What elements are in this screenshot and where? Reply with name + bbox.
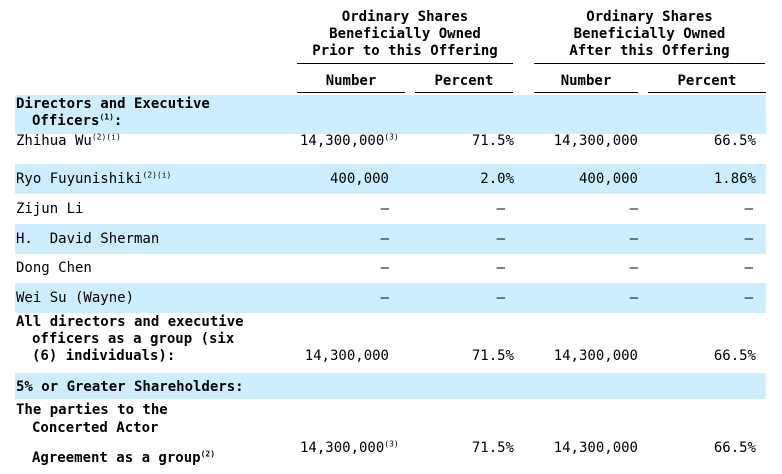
header-before-rule	[297, 63, 513, 64]
group-number-before: 14,300,000	[304, 348, 389, 364]
row-percent-before: 2.0%	[480, 171, 514, 187]
row-percent-after: —	[744, 290, 753, 306]
concert-row-line1: The parties to the	[16, 402, 168, 418]
concert-number-after: 14,300,000	[553, 440, 638, 456]
table-row: Zijun Li — — — —	[0, 201, 782, 221]
header-before-line1: Ordinary Shares	[341, 9, 469, 25]
row-percent-after: —	[744, 260, 753, 276]
concert-row-line3: Agreement as a group	[32, 450, 201, 466]
row-number-after: —	[629, 201, 638, 217]
row-number-before: —	[380, 290, 389, 306]
header-after-line1: Ordinary Shares	[586, 9, 713, 25]
concert-row-label: The parties to the Concerted Actor Agree…	[16, 401, 215, 467]
row-name-note: (2)(i)	[142, 170, 172, 180]
concert-row-values: 14,300,000(3) 71.5% 14,300,000 66.5%	[0, 440, 782, 460]
section-directors-line1: Directors and Executive	[16, 96, 210, 112]
row-name: Zijun Li	[16, 201, 84, 217]
row-name: Dong Chen	[16, 260, 92, 276]
header-before-line2: Beneficially Owned	[329, 26, 481, 42]
table-row: Dong Chen — — — —	[0, 260, 782, 280]
row-percent-before: —	[496, 231, 505, 247]
header-after-line2: Beneficially Owned	[573, 26, 726, 42]
header-after: Ordinary Shares Beneficially Owned After…	[534, 9, 765, 60]
section-directors-line2: Officers	[32, 113, 100, 129]
group-row-line2: officers as a group (six	[32, 331, 235, 347]
row-number-after: 400,000	[578, 171, 638, 187]
header-after-line3: After this Offering	[569, 43, 730, 59]
group-row-line1: All directors and executive	[16, 314, 244, 330]
header-before: Ordinary Shares Beneficially Owned Prior…	[297, 9, 513, 60]
row-name: H. David Sherman	[16, 231, 160, 247]
group-percent-after: 66.5%	[713, 348, 756, 364]
row-percent-after: 66.5%	[713, 133, 756, 149]
row-percent-before: —	[496, 201, 505, 217]
row-name: Zhihua Wu(2)(i)	[16, 132, 121, 149]
col-number-after: Number	[560, 73, 612, 89]
col-percent-after: Percent	[677, 73, 737, 89]
row-number-before: 400,000	[329, 171, 389, 187]
band-row-ryo	[15, 164, 766, 194]
row-percent-before: —	[496, 260, 505, 276]
row-number-after: —	[629, 260, 638, 276]
row-number-before: —	[380, 260, 389, 276]
concert-row-line2: Concerted Actor	[32, 420, 159, 436]
section-holders: 5% or Greater Shareholders:	[16, 379, 244, 395]
row-number-after: —	[629, 231, 638, 247]
section-directors-note: (1)	[99, 112, 114, 122]
concert-percent-before: 71.5%	[471, 440, 514, 456]
row-name-note: (2)(i)	[91, 132, 121, 142]
table-row: Zhihua Wu(2)(i) 14,300,000(3) 71.5% 14,3…	[0, 133, 782, 153]
band-directors-heading	[15, 95, 766, 134]
table-row: H. David Sherman — — — —	[0, 231, 782, 251]
row-name: Wei Su (Wayne)	[16, 290, 135, 306]
row-percent-after: —	[744, 201, 753, 217]
band-row-wei-su	[15, 283, 766, 313]
row-number-before: —	[380, 231, 389, 247]
row-number-before: —	[380, 201, 389, 217]
row-number-after: 14,300,000	[553, 133, 638, 149]
col-percent-before-rule	[415, 92, 513, 93]
group-percent-before: 71.5%	[471, 348, 514, 364]
table-row: Wei Su (Wayne) — — — —	[0, 290, 782, 310]
col-percent-after-rule	[648, 92, 766, 93]
col-percent-before: Percent	[434, 73, 494, 89]
row-number-before: 14,300,000(3)	[300, 132, 399, 149]
col-number-before-rule	[297, 92, 405, 93]
header-before-line3: Prior to this Offering	[312, 43, 498, 59]
group-row-line3: (6) individuals):	[32, 348, 176, 364]
band-row-sherman	[15, 224, 766, 254]
group-row-label: All directors and executive officers as …	[16, 314, 244, 365]
col-number-before: Number	[325, 73, 377, 89]
concert-percent-after: 66.5%	[713, 440, 756, 456]
header-after-rule	[534, 63, 765, 64]
group-number-after: 14,300,000	[553, 348, 638, 364]
row-percent-after: 1.86%	[713, 171, 756, 187]
col-number-after-rule	[534, 92, 638, 93]
concert-row-note: (2)	[200, 449, 216, 459]
row-number-after: —	[629, 290, 638, 306]
section-directors: Directors and Executive Officers(1):	[16, 96, 210, 129]
group-row-values: 14,300,000 71.5% 14,300,000 66.5%	[0, 348, 782, 368]
row-percent-before: 71.5%	[471, 133, 514, 149]
band-holders-heading	[15, 373, 766, 399]
table-row: Ryo Fuyunishiki(2)(i) 400,000 2.0% 400,0…	[0, 171, 782, 191]
row-percent-after: —	[744, 231, 753, 247]
row-percent-before: —	[496, 290, 505, 306]
concert-number-before: 14,300,000(3)	[300, 439, 399, 456]
row-name: Ryo Fuyunishiki(2)(i)	[16, 170, 172, 187]
